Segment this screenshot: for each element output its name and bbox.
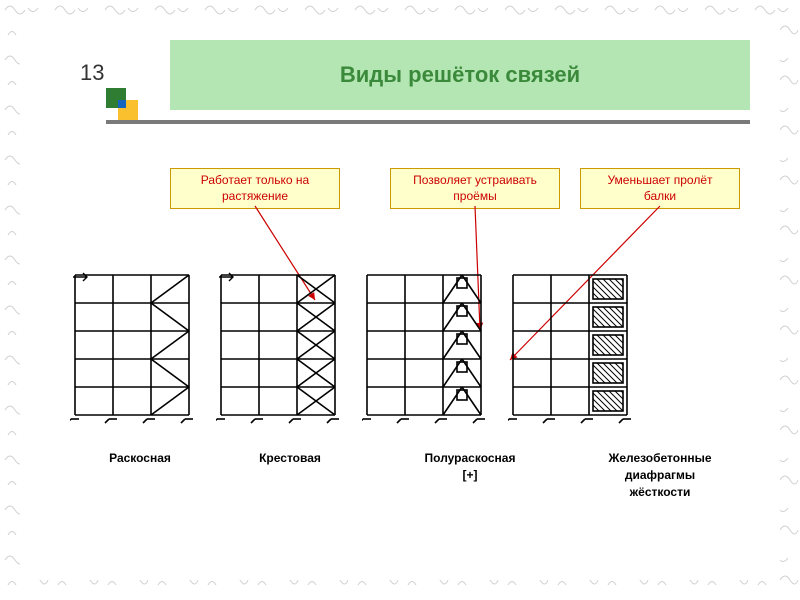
bullet-overlap [118,100,126,108]
slide-title: Виды решёток связей [340,62,580,88]
page-number: 13 [80,60,104,86]
title-bar: Виды решёток связей [170,40,750,110]
bullet-icon [106,88,138,120]
diagram-krestovaya [216,270,340,430]
callout-box: Работает только на растяжение [170,168,340,209]
diagram-row [70,270,632,430]
diagram-caption: Железобетонные диафрагмы жёсткости [570,450,750,500]
horizontal-divider [106,120,750,124]
callout-box: Уменьшает пролёт балки [580,168,740,209]
diagram-poluraskosnaya [362,270,486,430]
diagram-caption: Раскосная [70,450,210,467]
slide-body: Виды решёток связей 13 Работает только н… [20,20,780,580]
diagram-diafragma [508,270,632,430]
diagram-caption: Крестовая [220,450,360,467]
diagram-raskosnaya [70,270,194,430]
diagram-caption: Полураскосная [+] [390,450,550,484]
callout-box: Позволяет устраивать проёмы [390,168,560,209]
